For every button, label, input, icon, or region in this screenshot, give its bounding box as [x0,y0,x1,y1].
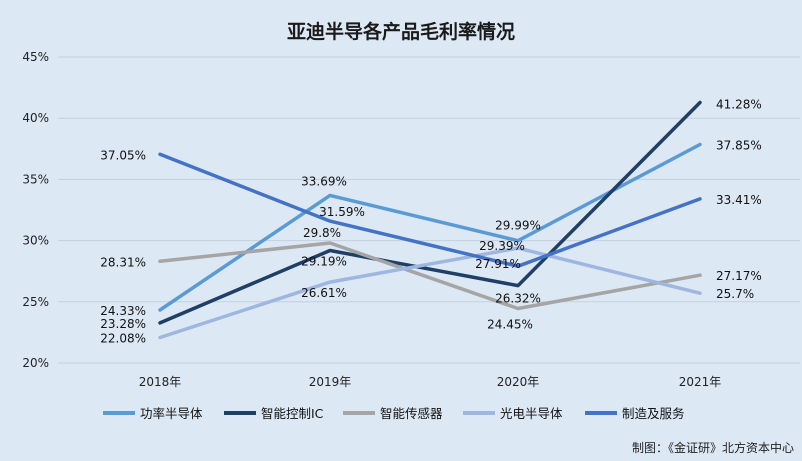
data-label: 33.69% [301,174,347,188]
data-label: 31.59% [319,205,365,219]
series-line-1 [158,100,702,325]
y-tick-label: 35% [22,172,49,186]
x-category-label: 2018年 [139,375,182,389]
data-label: 29.19% [301,255,347,269]
data-label: 24.33% [100,304,146,318]
legend-label: 智能传感器 [380,406,443,421]
y-tick-label: 30% [22,234,49,248]
source-note: 制图：《金证研》北方资本中心 [632,440,794,455]
data-label: 26.32% [495,292,541,306]
y-tick-label: 40% [22,111,49,125]
x-axis-categories: 2018年 2019年 2020年 2021年 [139,375,722,389]
data-label: 29.99% [495,219,541,233]
y-tick-label: 20% [22,356,49,370]
data-label: 26.61% [301,286,347,300]
data-label: 33.41% [716,193,762,207]
data-label: 27.17% [716,269,762,283]
data-label: 37.05% [100,148,146,162]
data-label: 29.39% [479,239,525,253]
x-category-label: 2021年 [679,375,722,389]
series-line-2 [158,241,702,311]
legend-label: 功率半导体 [140,406,203,421]
chart-title: 亚迪半导各产品毛利率情况 [287,20,515,43]
x-category-label: 2019年 [309,375,352,389]
y-tick-label: 45% [22,50,49,64]
gridlines [58,56,800,364]
series-lines [158,100,702,340]
data-label: 29.8% [303,226,341,240]
data-label: 41.28% [716,98,762,112]
y-tick-label: 25% [22,295,49,309]
data-label: 24.45% [487,318,533,332]
x-category-label: 2020年 [497,375,540,389]
data-label: 27.91% [475,257,521,271]
data-label: 37.85% [716,139,762,153]
series-line-3 [158,246,702,340]
data-label: 25.7% [716,287,754,301]
data-labels: 24.33% 33.69% 29.99% 37.85% 23.28% 29.19% 26.3… [100,98,762,346]
legend-label: 智能控制IC [261,406,324,421]
legend-label: 制造及服务 [622,406,685,421]
legend-label: 光电半导体 [500,406,563,421]
data-label: 23.28% [100,317,146,331]
legend: 功率半导体 智能控制IC 智能传感器 光电半导体 制造及服务 [103,406,685,421]
data-label: 28.31% [100,255,146,269]
data-label: 22.08% [100,332,146,346]
series-line-4 [158,152,702,268]
y-axis-ticks: 20% 25% 30% 35% 40% 45% [22,50,49,370]
